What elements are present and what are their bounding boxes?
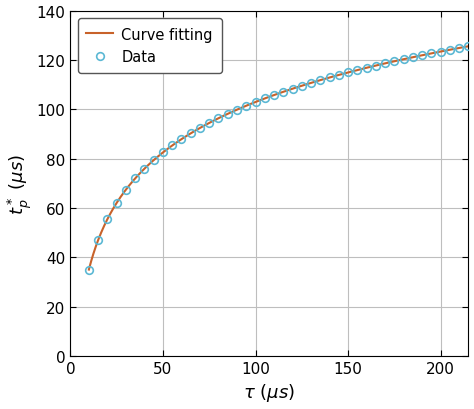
Data (281, 90, 286, 95)
Data (206, 121, 212, 126)
Data (216, 117, 221, 121)
Y-axis label: $t_p^*$ $(\mu s)$: $t_p^*$ $(\mu s)$ (6, 153, 34, 214)
Legend: Curve fitting, Data: Curve fitting, Data (78, 19, 222, 74)
Data (105, 217, 110, 222)
Data (179, 137, 184, 142)
Data (253, 100, 258, 105)
Data (151, 158, 156, 163)
Data (197, 126, 203, 131)
Data (234, 108, 240, 113)
Data (355, 68, 360, 73)
Data (188, 132, 193, 137)
Data (290, 87, 295, 92)
Curve fitting (86, 267, 92, 272)
Curve fitting (465, 45, 471, 49)
Data (132, 177, 138, 182)
Data (401, 58, 407, 63)
Data (419, 54, 425, 58)
Data (327, 76, 332, 81)
Data (456, 46, 462, 51)
Line: Data: Data (85, 43, 472, 274)
Data (465, 45, 471, 49)
Curve fitting (397, 58, 403, 63)
Data (160, 151, 166, 155)
Data (169, 144, 175, 148)
Data (123, 188, 129, 193)
Data (428, 52, 434, 57)
Line: Curve fitting: Curve fitting (89, 47, 468, 270)
Data (392, 60, 397, 65)
Data (299, 84, 305, 89)
Data (410, 56, 416, 61)
Curve fitting (269, 94, 274, 99)
Data (262, 97, 268, 101)
Data (271, 93, 277, 98)
Data (244, 104, 249, 109)
Data (373, 64, 379, 69)
Curve fitting (312, 80, 318, 85)
Data (308, 81, 314, 86)
Data (447, 48, 453, 53)
Data (345, 71, 351, 76)
Curve fitting (266, 95, 272, 100)
Data (438, 50, 444, 55)
Data (336, 73, 342, 78)
Data (364, 66, 369, 71)
Data (114, 201, 119, 206)
Curve fitting (456, 46, 462, 51)
Data (95, 238, 101, 243)
Curve fitting (292, 86, 297, 91)
Data (383, 62, 388, 67)
Data (225, 112, 230, 117)
Data (318, 79, 323, 83)
Data (142, 167, 147, 172)
Data (86, 267, 92, 272)
X-axis label: $\tau$ $(\mu s)$: $\tau$ $(\mu s)$ (244, 382, 295, 403)
